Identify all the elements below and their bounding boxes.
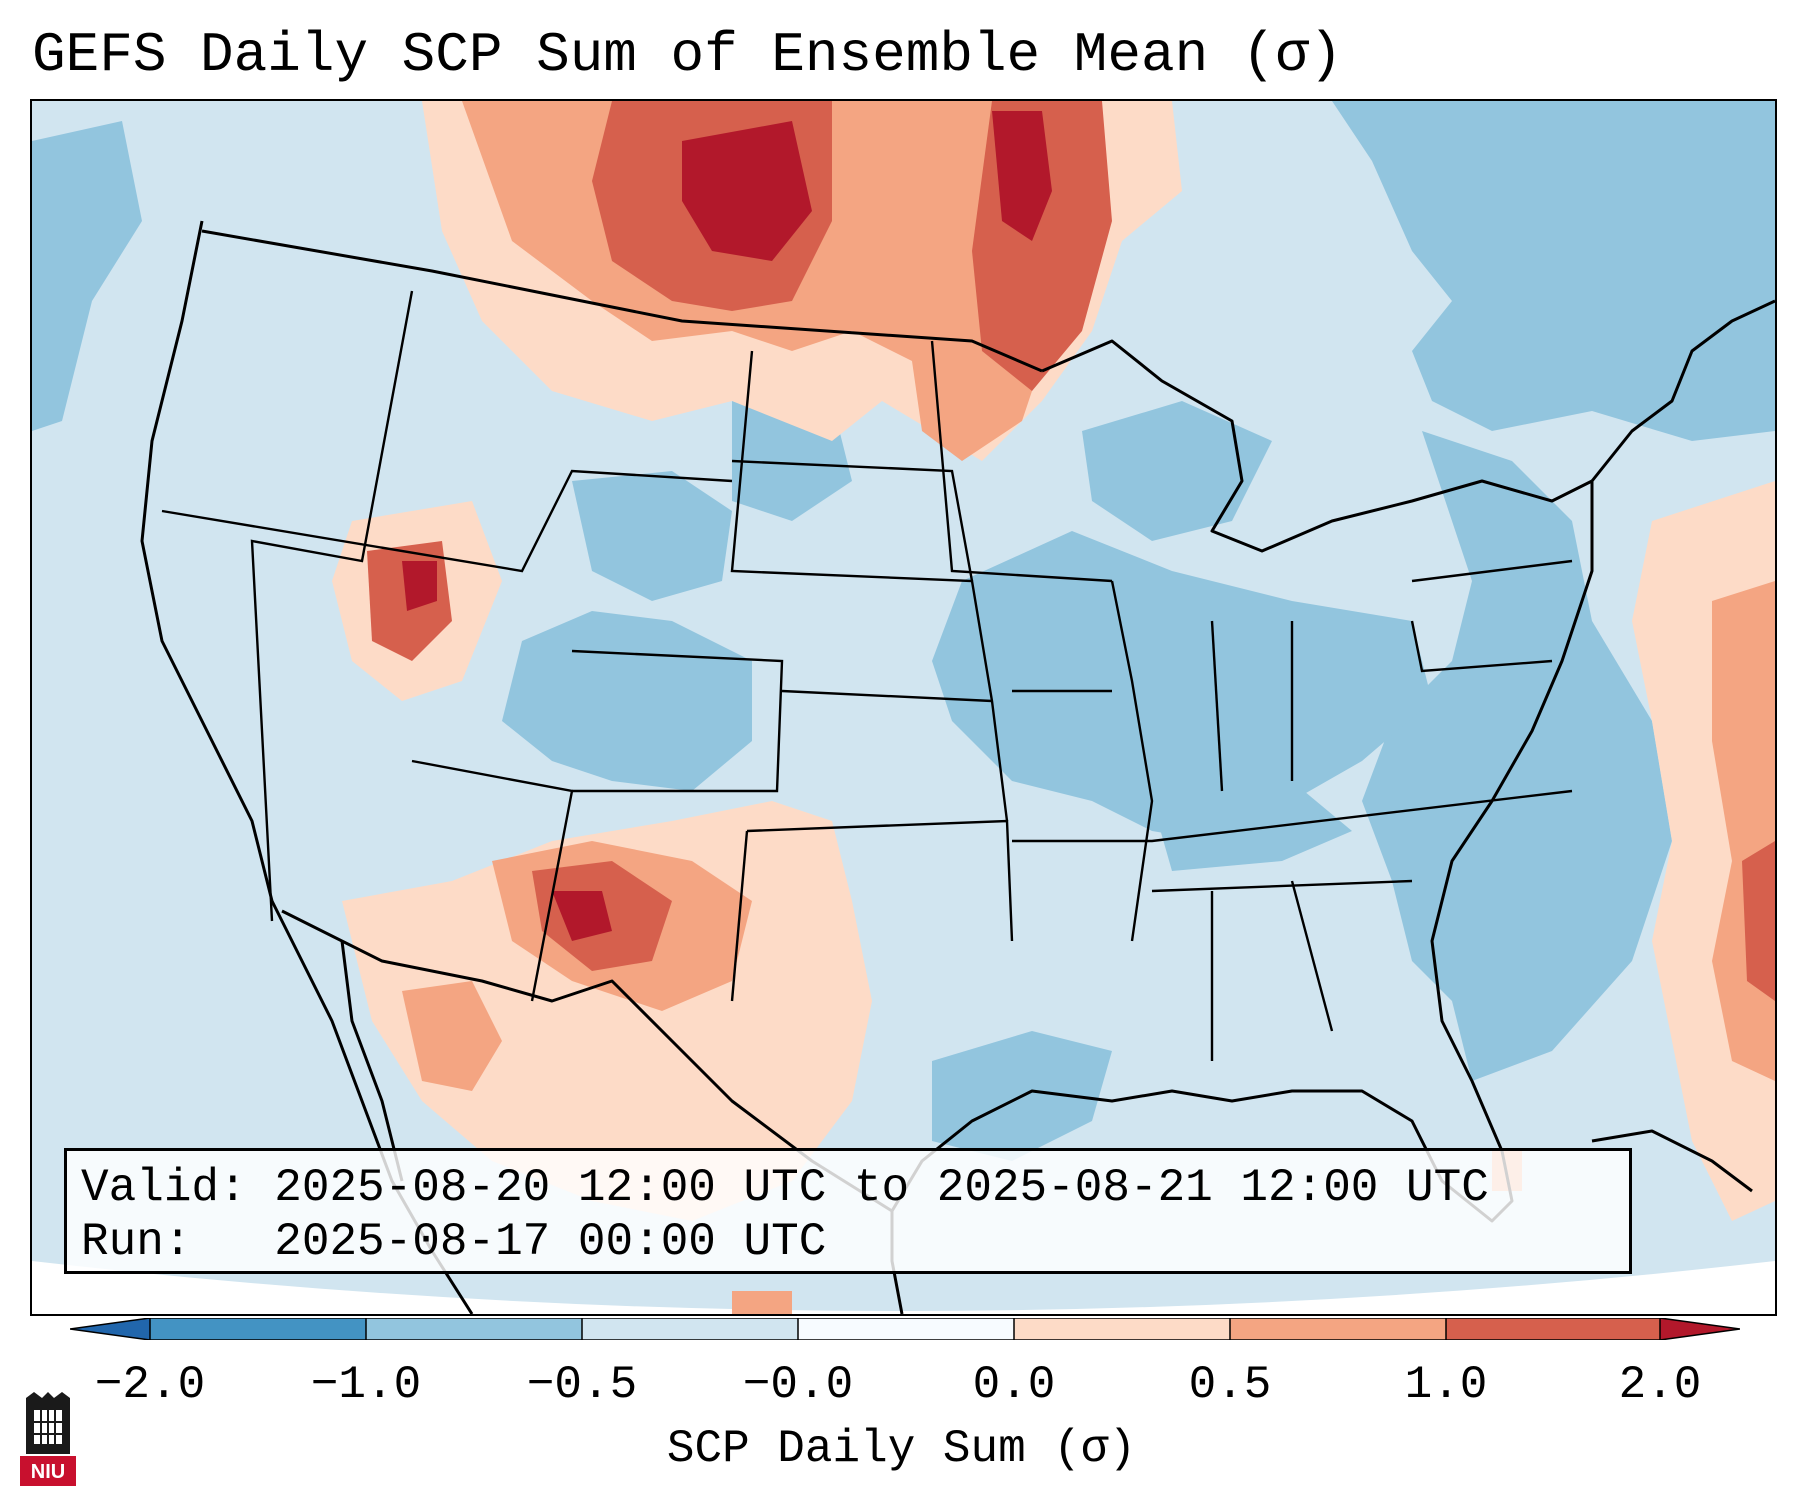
niu-logo-icon: NIU: [20, 1392, 76, 1486]
state-border-line: [731, 459, 974, 582]
ontario-region: [1082, 401, 1272, 541]
colorbar: [70, 1318, 1740, 1340]
colorbar-tick-label: −2.0: [94, 1359, 206, 1411]
us-canada-border-line: [201, 229, 1043, 373]
cuba-line: [1591, 1129, 1753, 1193]
state-border-line: [1012, 789, 1573, 843]
colorbar-bin: [798, 1318, 1014, 1340]
northwest-pacific-region: [32, 121, 142, 431]
state-border-line: [1411, 559, 1573, 583]
state-border-line: [250, 290, 414, 922]
state-border-line: [746, 819, 1014, 942]
colorbar-bin: [366, 1318, 582, 1340]
colorbar-extend-high: [1660, 1318, 1740, 1340]
midwest-region: [932, 531, 1432, 841]
colorbar-tick-label: 1.0: [1404, 1359, 1488, 1411]
colorbar-tick-label: −1.0: [310, 1359, 422, 1411]
valid-info-box: Valid: 2025-08-20 12:00 UTC to 2025-08-2…: [64, 1148, 1632, 1274]
colorbar-bin: [582, 1318, 798, 1340]
colorbar-ticks: [149, 1318, 1661, 1340]
wyoming-region: [572, 471, 732, 601]
colorbar-tick-label: −0.5: [526, 1359, 638, 1411]
state-border-line: [161, 469, 733, 573]
state-border-line: [781, 689, 993, 703]
chart-title: GEFS Daily SCP Sum of Ensemble Mean (σ): [32, 23, 1343, 87]
western-atlantic-strong-region: [1742, 841, 1775, 1001]
colorbar-tick-label: 0.5: [1188, 1359, 1272, 1411]
state-border-line: [1210, 620, 1224, 792]
great-lakes-line: [1041, 339, 1593, 553]
northeast-canada-region: [1332, 101, 1775, 441]
utah-core-region: [402, 561, 437, 611]
colorbar-tick-label: 2.0: [1618, 1359, 1702, 1411]
minnesota-core-region: [992, 111, 1052, 241]
colorbar-bin: [1014, 1318, 1230, 1340]
north-plains-core-region: [682, 121, 812, 261]
state-border-layer: [161, 290, 1573, 1061]
state-border-line: [571, 649, 784, 793]
southern-mexico-region: [732, 1291, 792, 1314]
state-border-line: [1410, 620, 1553, 673]
colorbar-extend-low: [70, 1318, 150, 1340]
run-time-text: Run: 2025-08-17 00:00 UTC: [81, 1216, 827, 1268]
tennessee-region: [1152, 781, 1352, 871]
new-england-line: [1590, 299, 1775, 482]
colorbar-bin: [150, 1318, 366, 1340]
us-mexico-border-line: [281, 909, 893, 1213]
valid-time-text: Valid: 2025-08-20 12:00 UTC to 2025-08-2…: [81, 1162, 1489, 1214]
colorbar-tick-label: −0.0: [742, 1359, 854, 1411]
projection-edge: [32, 1261, 1775, 1314]
colorbar-bin: [1230, 1318, 1446, 1340]
state-border-line: [730, 830, 749, 1002]
state-border-line: [930, 340, 1113, 583]
state-border-line: [1151, 879, 1413, 893]
sonora-medium-region: [402, 981, 502, 1091]
colorbar-label: SCP Daily Sum (σ): [666, 1423, 1137, 1475]
niu-logo-text: NIU: [31, 1461, 65, 1483]
state-border-line: [1110, 580, 1154, 942]
colorbar-bin: [1446, 1318, 1660, 1340]
new-mexico-core-region: [552, 891, 612, 941]
map-canvas: [32, 101, 1775, 1314]
map-panel: [30, 99, 1777, 1316]
state-border-line: [1290, 880, 1334, 1032]
colorbar-tick-label: 0.0: [972, 1359, 1056, 1411]
baja-coast-line: [340, 940, 404, 1182]
